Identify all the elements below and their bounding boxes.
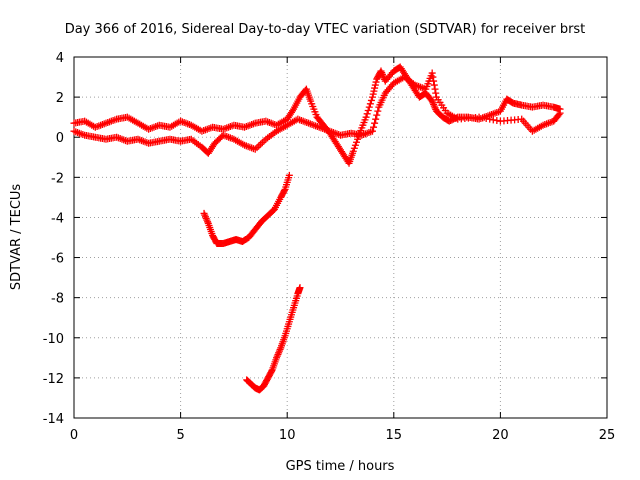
y-tick-label: -2 [51,171,64,186]
data-point [274,350,282,358]
data-point [556,109,564,117]
data-point [349,147,357,155]
series-track-b-lower [70,69,564,157]
y-tick-label: -4 [51,211,64,226]
data-point [354,135,362,143]
data-point [201,211,209,219]
data-point [280,187,288,195]
x-tick-label: 10 [279,428,296,443]
data-point [203,216,211,224]
y-tick-label: 0 [56,131,64,146]
data-point [275,347,283,355]
data-point [275,349,283,357]
data-point [369,90,377,98]
data-point [377,67,385,75]
data-point [479,114,487,122]
data-point [493,117,501,125]
series-track-d [243,284,304,394]
data-point [482,115,490,123]
data-point [378,69,386,77]
data-point [371,81,379,89]
data-point [201,213,209,221]
chart-title: Day 366 of 2016, Sidereal Day-to-day VTE… [65,22,586,37]
y-axis-label: SDTVAR / TECUs [9,184,24,291]
data-point [432,89,440,97]
data-point [366,100,374,108]
data-point [202,214,210,222]
y-tick-label: -8 [51,292,64,307]
data-point [372,78,380,86]
data-point [430,100,438,108]
data-point [372,115,380,123]
data-point [428,69,436,77]
data-point [352,138,360,146]
axis-ticks: 0 5 10 15 20 25 -14 -12 -10 -8 -6 -4 -2 0 2 4 [43,51,616,443]
data-point [429,99,437,107]
plot-frame [73,56,608,419]
data-point [370,123,378,131]
data-point [367,96,375,104]
y-tick-label: -6 [51,252,64,267]
data-point [379,72,387,80]
data-point [273,352,281,360]
data-point [430,77,438,85]
data-point [350,144,358,152]
data-point [430,81,438,89]
data-point [430,102,438,110]
data-point [368,127,376,135]
data-point [363,110,371,118]
data-point [555,110,563,118]
data-point [374,107,382,115]
data-point [268,367,276,375]
data-point [285,171,293,179]
y-tick-label: -10 [43,332,64,347]
data-point [370,87,378,95]
data-point [429,73,437,81]
data-point [351,141,359,149]
data-point [431,85,439,93]
data-point [204,218,212,226]
data-point [364,106,372,114]
x-tick-label: 25 [599,428,616,443]
data-point [276,345,284,353]
data-point [371,119,379,127]
y-tick-label: 2 [56,91,64,106]
data-point [428,97,436,105]
data-point [200,209,208,217]
data-point [475,113,483,121]
y-tick-label: -14 [43,412,64,427]
series-track-c [200,171,293,248]
series-track-a-upper [70,63,564,167]
data-point [371,84,379,92]
data-point [378,70,386,78]
data-point [368,93,376,101]
data-point [362,113,370,121]
x-tick-label: 5 [176,428,184,443]
y-tick-label: -12 [43,372,64,387]
x-tick-label: 20 [492,428,509,443]
y-tick-label: 4 [56,51,64,66]
data-points [70,63,564,394]
data-point [489,116,497,124]
data-point [289,107,297,115]
data-point [273,354,281,362]
x-axis-label: GPS time / hours [286,459,395,474]
x-tick-label: 0 [70,428,78,443]
data-point [365,103,373,111]
data-point [431,104,439,112]
data-point [296,284,304,292]
grid-lines [74,57,607,418]
data-point [486,115,494,123]
data-point [373,111,381,119]
x-tick-label: 15 [386,428,403,443]
